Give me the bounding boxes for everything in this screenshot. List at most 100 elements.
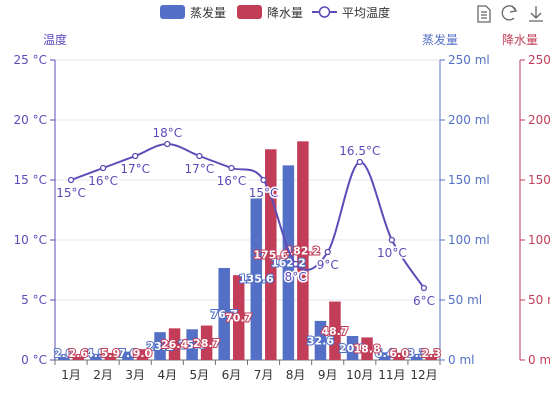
bar-evaporation[interactable] (58, 357, 70, 360)
bar-precipitation[interactable] (232, 275, 245, 360)
bar-evaporation[interactable] (154, 332, 166, 360)
bar-data-label: 175.6 (253, 249, 288, 262)
temperature-point[interactable] (324, 248, 331, 256)
tick-label-temperature: 10 °C (14, 233, 47, 247)
legend-label: 蒸发量 (190, 5, 226, 20)
bar-data-label: 2.0 (54, 347, 74, 360)
tick-label-evaporation: 0 ml (448, 353, 474, 367)
bar-precipitation[interactable] (361, 337, 373, 360)
bar-data-label: 5.9 (101, 347, 121, 360)
bar-data-label: 25.6 (179, 339, 206, 352)
restore-icon[interactable] (501, 5, 518, 21)
bar-data-label: 2.3 (421, 347, 441, 360)
temperature-data-label: 15°C (249, 186, 279, 200)
bar-data-label: 23.2 (146, 340, 173, 353)
bar-data-label: 32.6 (307, 334, 334, 347)
temperature-point[interactable] (67, 176, 75, 184)
bar-data-label: 18.8 (353, 343, 380, 356)
legend-item-2[interactable]: 平均温度 (312, 5, 390, 20)
bar-data-label: 6.0 (389, 347, 409, 360)
bar-data-label: 28.7 (193, 337, 220, 350)
bar-precipitation[interactable] (329, 301, 341, 360)
temperature-point[interactable] (228, 164, 235, 172)
temperature-data-label: 9°C (317, 258, 339, 272)
bar-data-label: 6.4 (375, 347, 395, 360)
bar-evaporation[interactable] (250, 197, 263, 360)
temperature-data-label: 10°C (377, 246, 407, 260)
bar-data-label: 3.3 (407, 347, 427, 360)
data-view-icon[interactable] (477, 5, 491, 23)
temperature-point[interactable] (420, 284, 428, 292)
tick-label-evaporation: 100 ml (448, 233, 490, 247)
toolbox (477, 5, 543, 23)
bar-evaporation[interactable] (218, 267, 230, 360)
bar-evaporation[interactable] (90, 354, 102, 360)
bar-data-label: 2.6 (69, 347, 89, 360)
bar-evaporation[interactable] (410, 356, 423, 360)
x-tick-label: 7月 (254, 368, 274, 382)
bar-data-label: 76.7 (211, 308, 238, 321)
bar-evaporation[interactable] (122, 351, 134, 360)
bar-precipitation[interactable] (297, 141, 309, 360)
temperature-point[interactable] (196, 152, 203, 160)
legend-label: 平均温度 (342, 5, 390, 20)
legend-swatch-marker (318, 6, 331, 18)
temperature-data-label: 16.5°C (339, 144, 380, 158)
tick-label-evaporation: 250 ml (448, 53, 490, 67)
x-tick-label: 6月 (222, 368, 242, 382)
temperature-point[interactable] (388, 236, 396, 244)
temperature-data-label: 15°C (56, 186, 86, 200)
bar-precipitation[interactable] (72, 356, 85, 360)
bar-precipitation[interactable] (200, 325, 213, 360)
temperature-point[interactable] (356, 158, 363, 166)
axes: 0 °C 5 °C 10 °C 15 °C 20 °C 25 °C 0 ml 50 ml 100… (14, 53, 550, 382)
tick-label-temperature: 25 °C (14, 53, 47, 67)
x-tick-label: 5月 (190, 368, 210, 382)
temperature-point[interactable] (260, 176, 267, 184)
tick-label-precipitation: 200 ml (528, 113, 550, 127)
bar-precipitation[interactable] (425, 357, 437, 360)
bar-precipitation[interactable] (393, 352, 405, 360)
x-tick-label: 8月 (286, 368, 306, 382)
temperature-point[interactable] (132, 152, 139, 160)
temperature-data-label: 8°C (285, 270, 307, 284)
bar-precipitation[interactable] (265, 149, 277, 360)
legend-swatch (160, 5, 185, 19)
bar-evaporation[interactable] (282, 165, 295, 360)
bar-precipitation[interactable] (136, 349, 149, 360)
axis-name-temperature: 温度 (43, 32, 67, 47)
legend-item-0[interactable]: 蒸发量 (160, 5, 226, 20)
temperature-data-label: 17°C (120, 162, 150, 176)
legend-label: 降水量 (267, 6, 303, 20)
bar-precipitation[interactable] (104, 352, 117, 360)
legend: 蒸发量 降水量 平均温度 (160, 5, 390, 20)
temperature-point[interactable] (292, 260, 299, 268)
temperature-data-label: 16°C (88, 174, 118, 188)
bar-data-label: 182.2 (285, 245, 320, 258)
bar-data-label: 9.0 (133, 347, 153, 360)
tick-label-precipitation: 150 ml (528, 173, 550, 187)
bar-evaporation[interactable] (186, 329, 198, 360)
axis-names: 温度 蒸发量 降水量 (43, 32, 538, 47)
temperature-point[interactable] (164, 140, 171, 148)
bars (58, 141, 437, 360)
bar-data-label: 7.0 (118, 347, 138, 360)
tick-label-precipitation: 100 ml (528, 233, 550, 247)
bar-evaporation[interactable] (378, 352, 391, 360)
save-image-icon[interactable] (529, 6, 543, 22)
axis-name-evaporation: 蒸发量 (422, 32, 458, 47)
legend-item-1[interactable]: 降水量 (237, 5, 303, 20)
temperature-data-label: 17°C (185, 162, 215, 176)
tick-label-temperature: 15 °C (14, 173, 47, 187)
tick-label-evaporation: 50 ml (448, 293, 482, 307)
bar-evaporation[interactable] (314, 320, 327, 360)
temperature-point[interactable] (99, 164, 107, 172)
tick-label-evaporation: 150 ml (448, 173, 490, 187)
tick-label-precipitation: 50 ml (528, 293, 550, 307)
x-tick-label: 10月 (346, 368, 373, 382)
bar-precipitation[interactable] (168, 328, 181, 360)
tick-label-precipitation: 0 ml (528, 353, 550, 367)
bar-evaporation[interactable] (346, 336, 359, 360)
bar-data-label: 48.7 (321, 325, 348, 338)
